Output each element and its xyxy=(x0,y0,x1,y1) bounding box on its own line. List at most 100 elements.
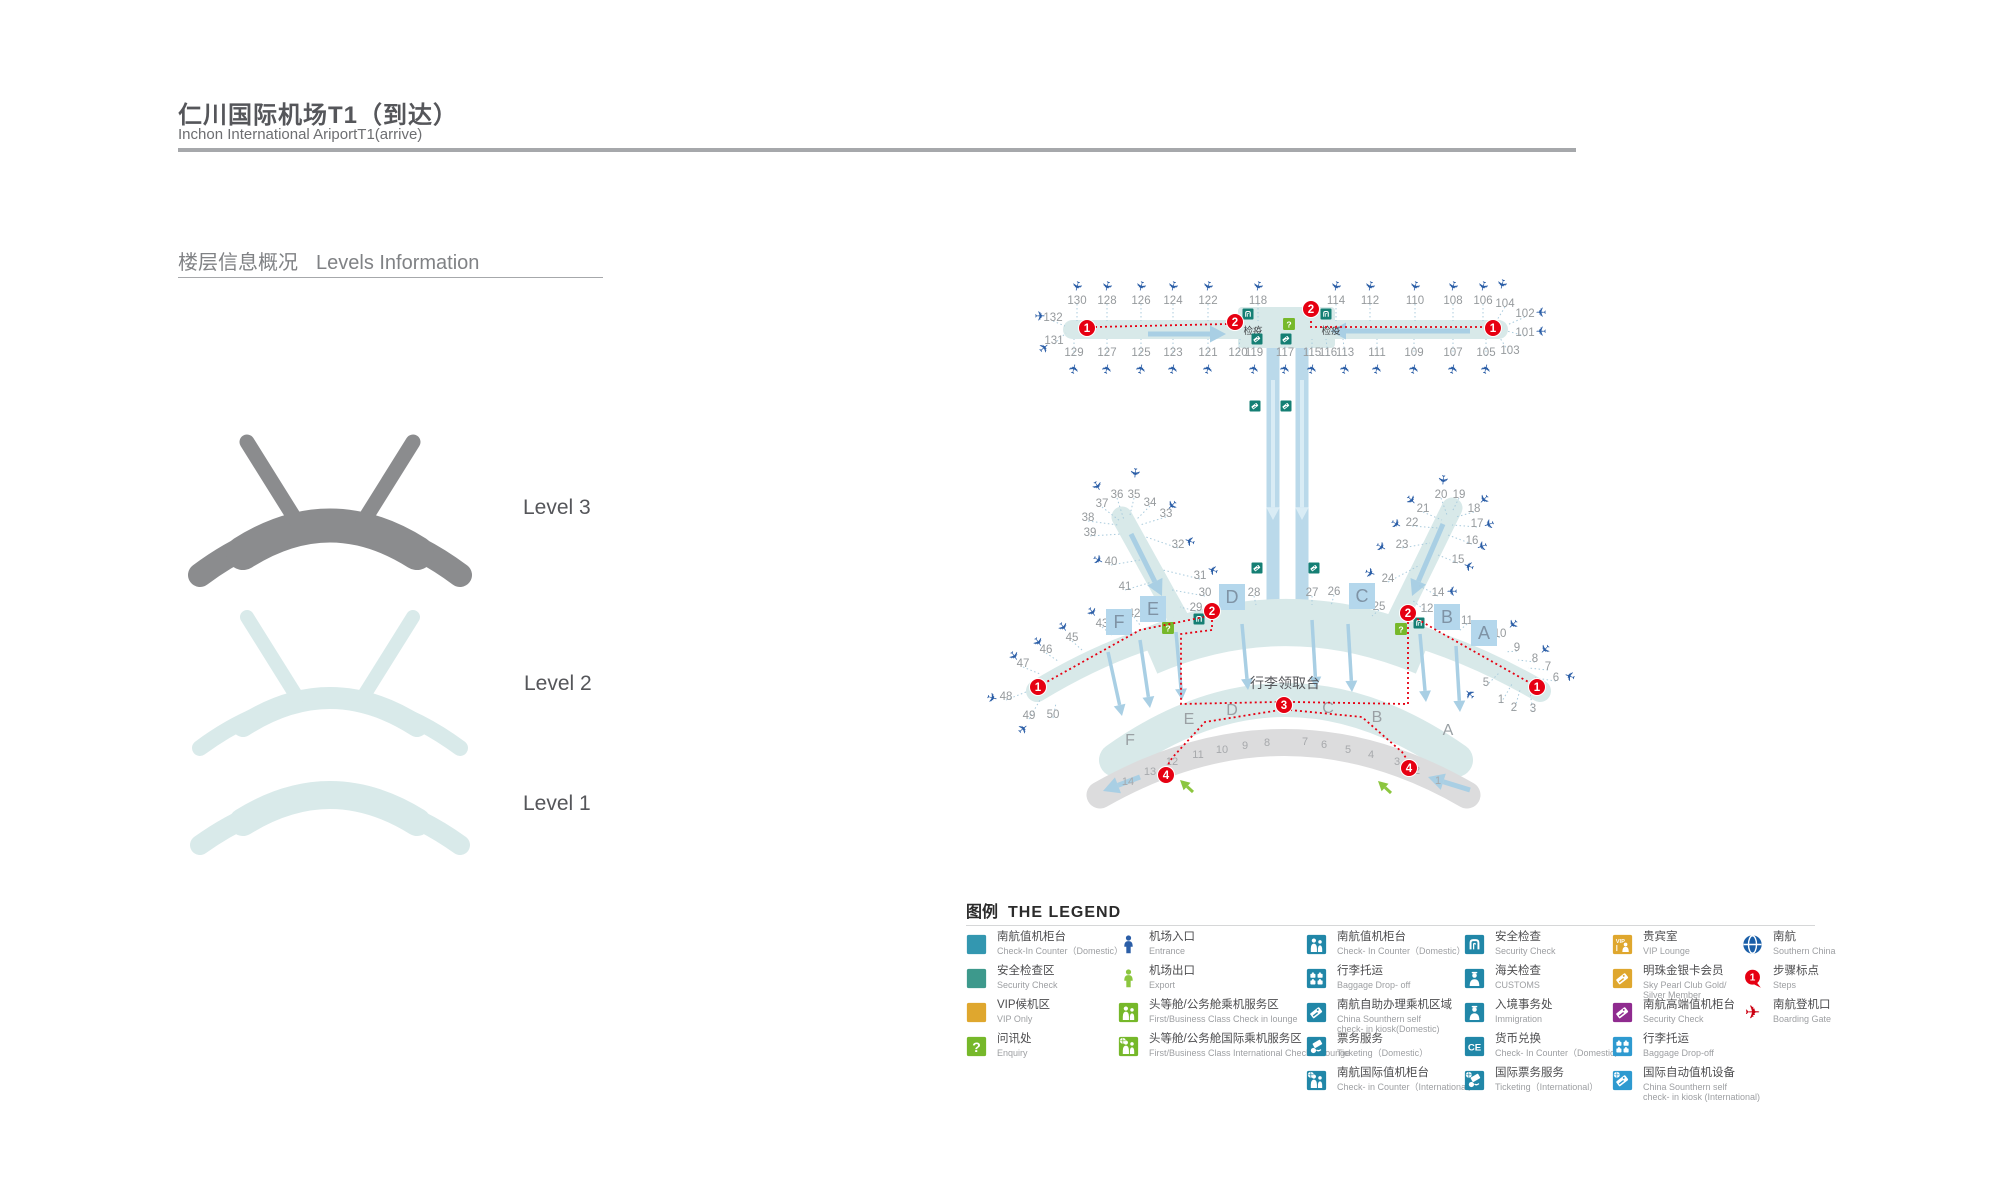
flow-arrow xyxy=(1103,774,1141,794)
plane-icon: ✈ xyxy=(1477,362,1494,377)
legend-label-en: China Sounthern self check- in kiosk(Dom… xyxy=(1337,1013,1440,1034)
gate-leader xyxy=(1499,337,1511,355)
svg-text:1: 1 xyxy=(1490,323,1497,335)
gate-number: 23 xyxy=(1396,539,1409,551)
gate-leader xyxy=(1005,691,1027,701)
level-1-label: Level 1 xyxy=(523,792,591,815)
svg-text:VIP: VIP xyxy=(1616,939,1625,945)
gate-number: 132 xyxy=(1043,312,1062,324)
step-marker: 2 xyxy=(1226,313,1244,331)
gate-number: 28 xyxy=(1248,587,1261,599)
legend-kiosk-globe-icon xyxy=(1612,1070,1634,1092)
gate-number: 122 xyxy=(1198,295,1217,307)
flow-arrow xyxy=(1128,532,1163,596)
legend-label-zh: 货币兑换 xyxy=(1495,1033,1541,1045)
flow-arrow xyxy=(1428,773,1471,793)
gate-number: 101 xyxy=(1515,327,1534,339)
flow-arrow xyxy=(1240,623,1253,690)
legend-label-en: Steps xyxy=(1773,979,1797,990)
legend-label-en: Security Check xyxy=(1495,945,1556,956)
kiosk-icon xyxy=(1249,400,1261,412)
plane-icon: ✈ xyxy=(1065,362,1082,377)
legend-item: 1 步骤标点 Steps xyxy=(1742,965,1836,1000)
kiosk-icon xyxy=(1251,333,1263,345)
gate-leader xyxy=(1179,606,1197,612)
legend-label-en: Export xyxy=(1149,979,1176,990)
plane-icon: ✈ xyxy=(1090,551,1107,569)
exit-number: 6 xyxy=(1321,739,1327,751)
gate-leader xyxy=(1458,623,1468,632)
svg-text:1: 1 xyxy=(1534,682,1541,694)
baggage-band xyxy=(1099,683,1473,777)
gate-number: 119 xyxy=(1245,347,1263,359)
legend-q-icon: ? xyxy=(966,1036,988,1058)
gate-number: 26 xyxy=(1328,586,1341,598)
plane-icon: ✈ xyxy=(1504,615,1522,633)
route-path xyxy=(1180,620,1277,705)
levels-heading-en: Levels Information xyxy=(316,252,480,274)
legend-item: 南航高端值机柜台 Security Check xyxy=(1612,999,1760,1034)
gate-leader xyxy=(1135,505,1151,521)
svg-text:1: 1 xyxy=(1084,323,1091,335)
gate-number: 10 xyxy=(1494,628,1507,640)
gate-leader xyxy=(1139,516,1167,526)
plane-icon: ✈ xyxy=(1054,618,1073,636)
gate-leader xyxy=(1110,559,1141,566)
concourse xyxy=(1063,307,1508,348)
gate-number: 131 xyxy=(1044,335,1063,347)
gate-number: 45 xyxy=(1066,632,1079,644)
plane-icon: ✈ xyxy=(985,689,1000,706)
svg-text:2: 2 xyxy=(1232,317,1238,329)
corridor xyxy=(1266,347,1309,612)
legend-ticket-icon xyxy=(1306,1036,1328,1058)
zone-letter: F xyxy=(1125,732,1135,749)
gate-number: 34 xyxy=(1144,497,1157,509)
level-2-label: Level 2 xyxy=(524,672,592,695)
gate-number: 115 xyxy=(1303,347,1321,359)
gate-number: 5 xyxy=(1483,677,1489,689)
legend-label-en: Ticketing（International） xyxy=(1495,1081,1599,1092)
gate-leader xyxy=(1022,666,1041,675)
legend-label-en: China Sounthern self check- in kiosk (In… xyxy=(1643,1081,1761,1102)
gate-leader xyxy=(1517,659,1536,663)
legend-kiosk-icon xyxy=(1306,1002,1328,1024)
gate-number: 107 xyxy=(1443,347,1462,359)
legend-item: 票务服务 Ticketing（Domestic） xyxy=(1306,1033,1477,1068)
gate-leader xyxy=(1417,584,1439,597)
plane-icon: ✈ xyxy=(1368,362,1385,377)
gate-leader xyxy=(1053,332,1067,345)
legend-baggage-icon xyxy=(1306,968,1328,990)
gate-number: 35 xyxy=(1128,489,1141,501)
plane-icon: ✈ xyxy=(1199,279,1216,294)
gate-number: 102 xyxy=(1515,308,1534,320)
gate-number: 46 xyxy=(1040,644,1053,656)
flow-arrow xyxy=(1309,619,1322,688)
legend-label-zh: 入境事务处 xyxy=(1495,999,1553,1011)
gate-leader xyxy=(1401,542,1431,549)
plane-icon: ✈ xyxy=(1475,490,1493,508)
green-arrow xyxy=(1378,781,1393,795)
terminal-band xyxy=(1026,599,1551,702)
enquiry-icon: ? xyxy=(1395,623,1407,635)
legend-item: 头等舱/公务舱国际乘机服务区 First/Business Class Inter… xyxy=(1118,1033,1350,1068)
gate-number: 9 xyxy=(1514,642,1520,654)
plane-icon: ✈ xyxy=(1327,279,1344,294)
svg-text:E: E xyxy=(1147,599,1159,619)
gate-leader xyxy=(1506,316,1526,326)
plane-icon: ✈ xyxy=(1163,496,1181,514)
level-1-shape xyxy=(190,781,470,855)
gate-number: 48 xyxy=(1000,691,1013,703)
legend-label-en: CUSTOMS xyxy=(1495,979,1540,990)
exit-number: 9 xyxy=(1242,740,1248,752)
gate-number: 127 xyxy=(1097,347,1116,359)
flow-arrow xyxy=(1330,322,1470,340)
gate-leader xyxy=(1437,554,1459,564)
zone-square: B xyxy=(1434,604,1460,630)
legend-label-zh: 南航国际值机柜台 xyxy=(1337,1067,1429,1079)
gate-leader xyxy=(1162,569,1201,580)
svg-text:1: 1 xyxy=(1035,682,1042,694)
plane-icon: ✈ xyxy=(1361,279,1378,294)
gate-leader xyxy=(1071,640,1083,651)
plane-icon: ✈ xyxy=(1098,362,1115,377)
gate-leader xyxy=(1145,536,1179,549)
